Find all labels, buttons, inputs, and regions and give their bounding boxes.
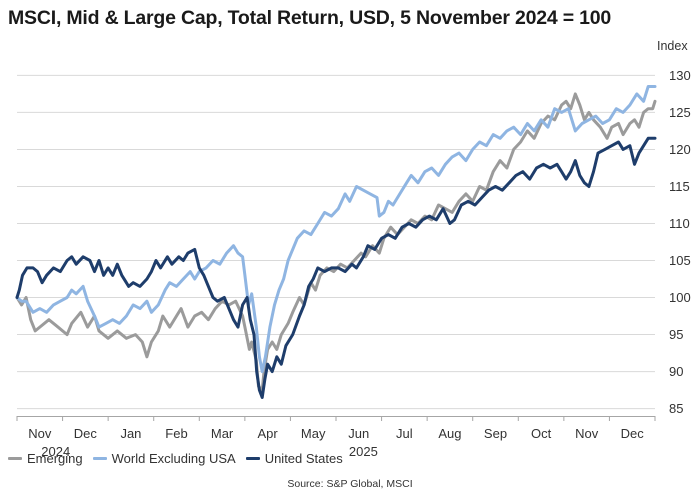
y-tick-label: 115 [669,179,690,194]
series-line-world-excluding-usa [15,85,657,374]
x-tick-label: Feb [165,426,187,441]
legend-item-emerging: Emerging [8,451,83,466]
y-tick-label: 110 [669,216,690,231]
x-year-label: 2024 [41,444,70,459]
y-tick-label: 125 [669,105,691,120]
legend-item-united-states: United States [245,451,343,466]
gridlines [17,74,655,410]
series-line-emerging [15,92,657,392]
x-tick-label: Aug [438,426,461,441]
legend-swatch-emerging [8,457,22,460]
x-tick-label: Mar [211,426,234,441]
y-tick-label: 85 [669,401,683,416]
y-tick-label: 105 [669,253,691,268]
legend-item-world-ex-usa: World Excluding USA [92,451,236,466]
x-tick-label: Sep [484,426,507,441]
x-tick-label: May [301,426,326,441]
x-tick-label: Jun [348,426,369,441]
x-tick-label: Nov [28,426,52,441]
source-note: Source: S&P Global, MSCI [287,478,413,490]
x-tick-label: Apr [258,426,279,441]
legend-swatch-united-states [245,457,260,460]
axes: 85 90 95 100 105 110 115 120 125 130 Index Nov Dec Ja… [16,39,691,459]
y-tick-label: 100 [669,290,691,305]
x-tick-label: Jul [396,426,413,441]
y-tick-label: 90 [669,364,683,379]
x-year-label: 2025 [349,444,378,459]
x-tick-label: Nov [575,426,599,441]
y-tick-label: 95 [669,327,683,342]
x-tick-label: Jan [120,426,141,441]
series-line-united-states [15,136,657,399]
legend-label-emerging: Emerging [27,451,83,466]
x-tick-label: Oct [531,426,552,441]
x-tick-label: Dec [621,426,645,441]
chart-title: MSCI, Mid & Large Cap, Total Return, USD… [8,7,612,29]
y-tick-label: 120 [669,142,691,157]
legend-swatch-world-ex-usa [92,457,107,460]
legend-label-united-states: United States [264,451,343,466]
y-tick-label: 130 [669,68,691,83]
legend-label-world-ex-usa: World Excluding USA [111,451,236,466]
series-lines [15,85,657,399]
legend: Emerging World Excluding USA United Stat… [8,451,353,466]
x-tick-label: Dec [74,426,98,441]
y-axis-title: Index [657,39,688,53]
